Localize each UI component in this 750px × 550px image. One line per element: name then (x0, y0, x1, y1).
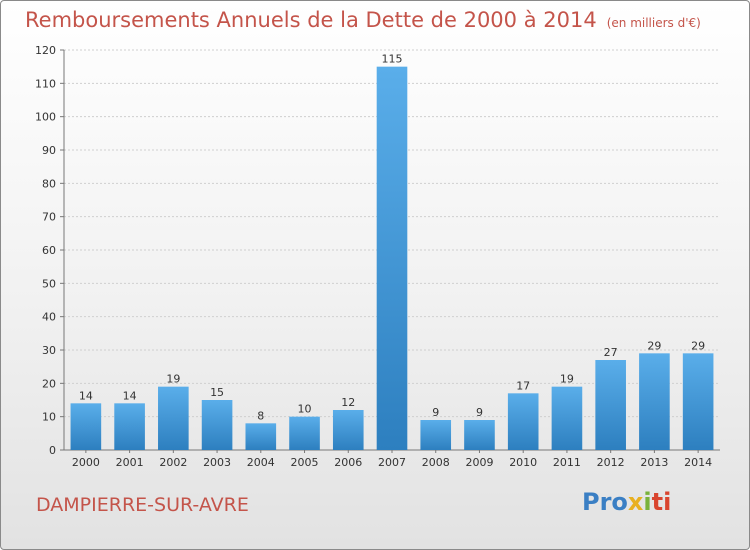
bar-value-label: 115 (382, 53, 403, 66)
chart-title-text: Remboursements Annuels de la Dette de 20… (25, 8, 597, 32)
bar (682, 353, 714, 450)
logo-part-1: Pro (582, 488, 628, 516)
x-tick-label: 2002 (159, 456, 187, 469)
y-tick-label: 50 (42, 277, 56, 290)
commune-name: DAMPIERRE-SUR-AVRE (36, 494, 249, 516)
logo-part-3: i (643, 488, 652, 516)
bar (158, 386, 189, 450)
bar-value-label: 29 (691, 339, 705, 352)
bar-value-label: 9 (476, 406, 483, 419)
y-tick-label: 110 (35, 77, 56, 90)
bar (332, 410, 364, 450)
x-tick-label: 2005 (291, 456, 319, 469)
logo-part-4: ti (651, 488, 672, 516)
bar (551, 386, 583, 450)
bar-value-label: 29 (647, 339, 661, 352)
bar (201, 400, 233, 450)
bar-value-label: 14 (123, 389, 137, 402)
x-tick-label: 2009 (465, 456, 493, 469)
bar (464, 420, 495, 450)
y-tick-label: 70 (42, 211, 56, 224)
x-tick-label: 2001 (116, 456, 144, 469)
x-tick-label: 2010 (509, 456, 537, 469)
bar-value-label: 12 (341, 396, 355, 409)
x-tick-label: 2000 (72, 456, 100, 469)
chart-title: Remboursements Annuels de la Dette de 20… (25, 8, 701, 32)
bar (70, 403, 102, 450)
bar-value-label: 14 (79, 389, 93, 402)
x-tick-label: 2004 (247, 456, 275, 469)
y-tick-label: 10 (42, 411, 56, 424)
y-tick-label: 60 (42, 244, 56, 257)
bar-value-label: 15 (210, 386, 224, 399)
proxiti-logo: Proxiti (582, 488, 671, 516)
bar (595, 360, 626, 450)
bar-value-label: 19 (560, 373, 574, 386)
x-tick-label: 2003 (203, 456, 231, 469)
bar-value-label: 8 (257, 409, 264, 422)
x-tick-label: 2008 (422, 456, 450, 469)
bar (376, 66, 408, 451)
y-tick-label: 80 (42, 177, 56, 190)
x-tick-label: 2006 (334, 456, 362, 469)
y-tick-label: 0 (49, 444, 56, 457)
bar-value-label: 27 (604, 346, 618, 359)
x-tick-label: 2012 (597, 456, 625, 469)
chart-unit: (en milliers d'€) (606, 16, 701, 30)
bar (245, 423, 277, 450)
x-tick-label: 2011 (553, 456, 581, 469)
logo-part-2: x (627, 488, 644, 516)
y-tick-label: 100 (35, 111, 56, 124)
y-tick-label: 90 (42, 144, 56, 157)
bar-value-label: 17 (516, 379, 530, 392)
y-tick-label: 40 (42, 311, 56, 324)
bar (420, 420, 452, 450)
bar (639, 353, 670, 450)
bar-value-label: 10 (298, 403, 312, 416)
x-tick-label: 2007 (378, 456, 406, 469)
x-tick-label: 2013 (640, 456, 668, 469)
y-tick-label: 20 (42, 377, 56, 390)
y-tick-label: 120 (35, 44, 56, 57)
y-tick-label: 30 (42, 344, 56, 357)
bar (507, 393, 539, 450)
bar-value-label: 9 (432, 406, 439, 419)
bar (289, 416, 320, 450)
x-tick-label: 2014 (684, 456, 712, 469)
bar-value-label: 19 (166, 373, 180, 386)
bar (114, 403, 145, 450)
